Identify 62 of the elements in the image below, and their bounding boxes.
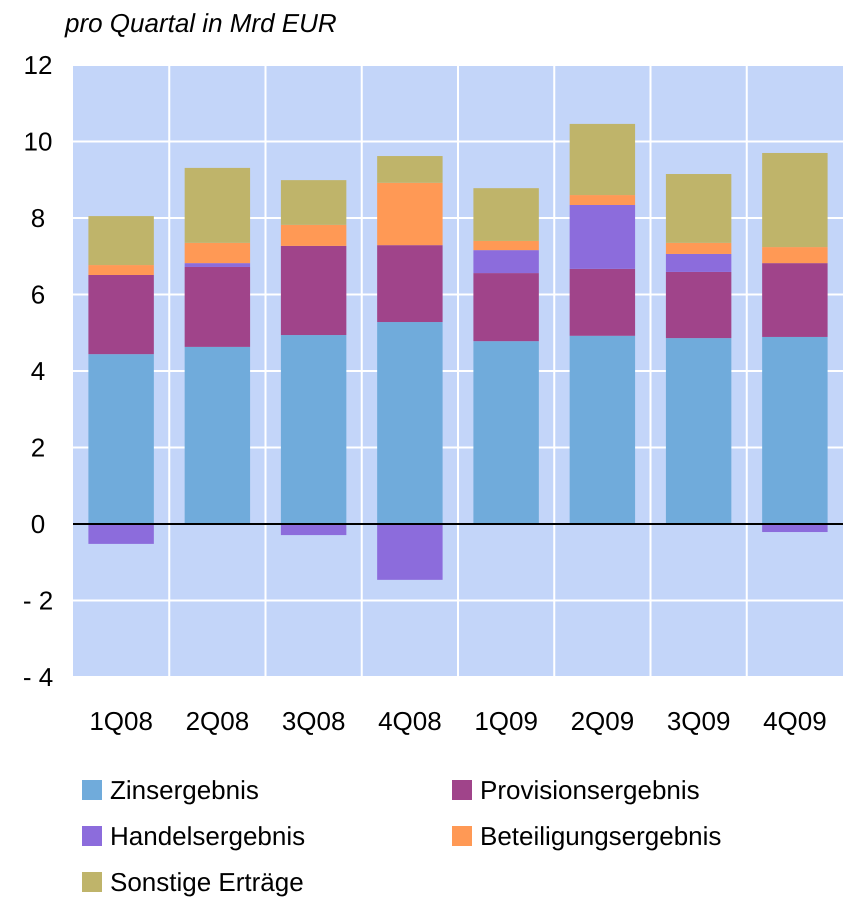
legend-label: Handelsergebnis: [110, 821, 306, 852]
bar: [280, 246, 346, 336]
x-tick-label: 3Q08: [282, 706, 346, 736]
y-tick-label: 6: [30, 280, 46, 310]
bar: [666, 242, 732, 254]
bar: [377, 156, 443, 183]
legend-label: Sonstige Erträge: [110, 867, 304, 898]
y-tick-label: - 2: [22, 586, 54, 616]
y-tick-label: 2: [30, 432, 46, 463]
bar: [184, 346, 250, 524]
bar: [473, 250, 539, 274]
bar: [88, 216, 154, 266]
legend-label: Provisionsergebnis: [480, 775, 700, 806]
bar: [570, 195, 636, 205]
bar: [88, 274, 154, 354]
bar: [88, 265, 154, 275]
bar: [473, 273, 539, 342]
y-tick-label: 12: [24, 50, 52, 80]
legend-label: Beteiligungsergebnis: [480, 821, 722, 852]
bar: [473, 240, 539, 250]
bar: [88, 524, 154, 544]
bar: [280, 180, 346, 225]
x-tick-label: 2Q08: [186, 706, 250, 736]
x-tick-label: 2Q09: [570, 706, 634, 736]
bar: [762, 152, 828, 248]
bar: [184, 266, 250, 347]
bar: [377, 182, 443, 246]
bar: [570, 336, 636, 524]
bar: [666, 338, 732, 524]
bar: [280, 224, 346, 246]
bar: [184, 242, 250, 264]
bar: [377, 524, 443, 580]
bar: [666, 254, 732, 272]
bar: [280, 524, 346, 536]
x-tick-label: 4Q09: [763, 706, 827, 736]
x-tick-label: 1Q08: [89, 706, 153, 736]
x-tick-label: 4Q08: [378, 706, 442, 736]
bar: [184, 168, 250, 243]
bar: [377, 245, 443, 322]
y-tick-label: 8: [30, 203, 46, 234]
bar: [473, 341, 539, 524]
bar: [666, 272, 732, 338]
x-tick-label: 1Q09: [474, 706, 538, 736]
x-tick-label: 3Q09: [666, 706, 730, 736]
bar: [88, 354, 154, 524]
bar: [473, 188, 539, 241]
bar: [570, 204, 636, 269]
bar: [280, 335, 346, 524]
y-axis-title: pro Quartal in Mrd EUR: [64, 8, 337, 38]
bar: [762, 247, 828, 264]
y-tick-label: 4: [30, 356, 46, 386]
bar: [377, 322, 443, 524]
bar: [762, 263, 828, 337]
y-tick-label: - 4: [22, 662, 54, 692]
bar: [570, 124, 636, 196]
bar: [570, 268, 636, 336]
bar: [666, 174, 732, 243]
bar: [762, 336, 828, 524]
y-tick-label: 10: [24, 126, 52, 157]
y-tick-label: 0: [30, 509, 46, 540]
legend-label: Zinsergebnis: [110, 775, 259, 806]
bar: [184, 263, 250, 267]
